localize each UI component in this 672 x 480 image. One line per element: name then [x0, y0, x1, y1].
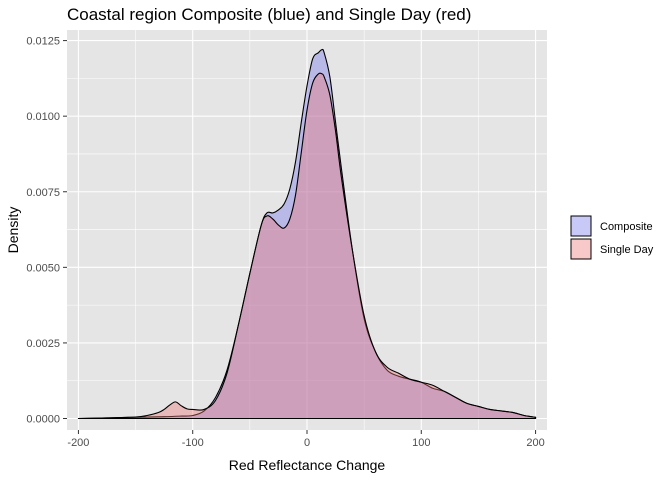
x-tick-label: 100	[412, 437, 430, 449]
x-tick-label: 0	[304, 437, 310, 449]
legend-key-composite-bg	[571, 216, 591, 236]
legend: Composite Single Day	[570, 215, 654, 260]
legend-label: Single Day	[600, 244, 654, 256]
y-tick-label: 0.0100	[26, 111, 60, 123]
y-tick-label: 0.0050	[26, 262, 60, 274]
x-tick-label: -100	[182, 437, 204, 449]
x-axis: -200 -100 0 100 200	[67, 430, 545, 449]
x-axis-title: Red Reflectance Change	[229, 457, 386, 473]
y-tick-label: 0.0000	[26, 414, 60, 426]
y-tick-label: 0.0075	[26, 187, 60, 199]
legend-key-single-day-bg	[571, 239, 591, 259]
legend-label: Composite	[600, 221, 653, 233]
y-tick-label: 0.0125	[26, 36, 60, 48]
legend-key-composite	[570, 215, 592, 237]
y-axis-title: Density	[5, 207, 21, 254]
chart-title: Coastal region Composite (blue) and Sing…	[67, 5, 471, 24]
density-areas	[77, 48, 537, 420]
x-tick-label: -200	[67, 437, 89, 449]
x-tick-label: 200	[526, 437, 544, 449]
density-area-single-day	[77, 72, 537, 420]
legend-key-single-day	[570, 238, 592, 260]
y-tick-label: 0.0025	[26, 338, 60, 350]
y-axis: 0.0000 0.0025 0.0050 0.0075 0.0100 0.0125	[26, 36, 67, 426]
